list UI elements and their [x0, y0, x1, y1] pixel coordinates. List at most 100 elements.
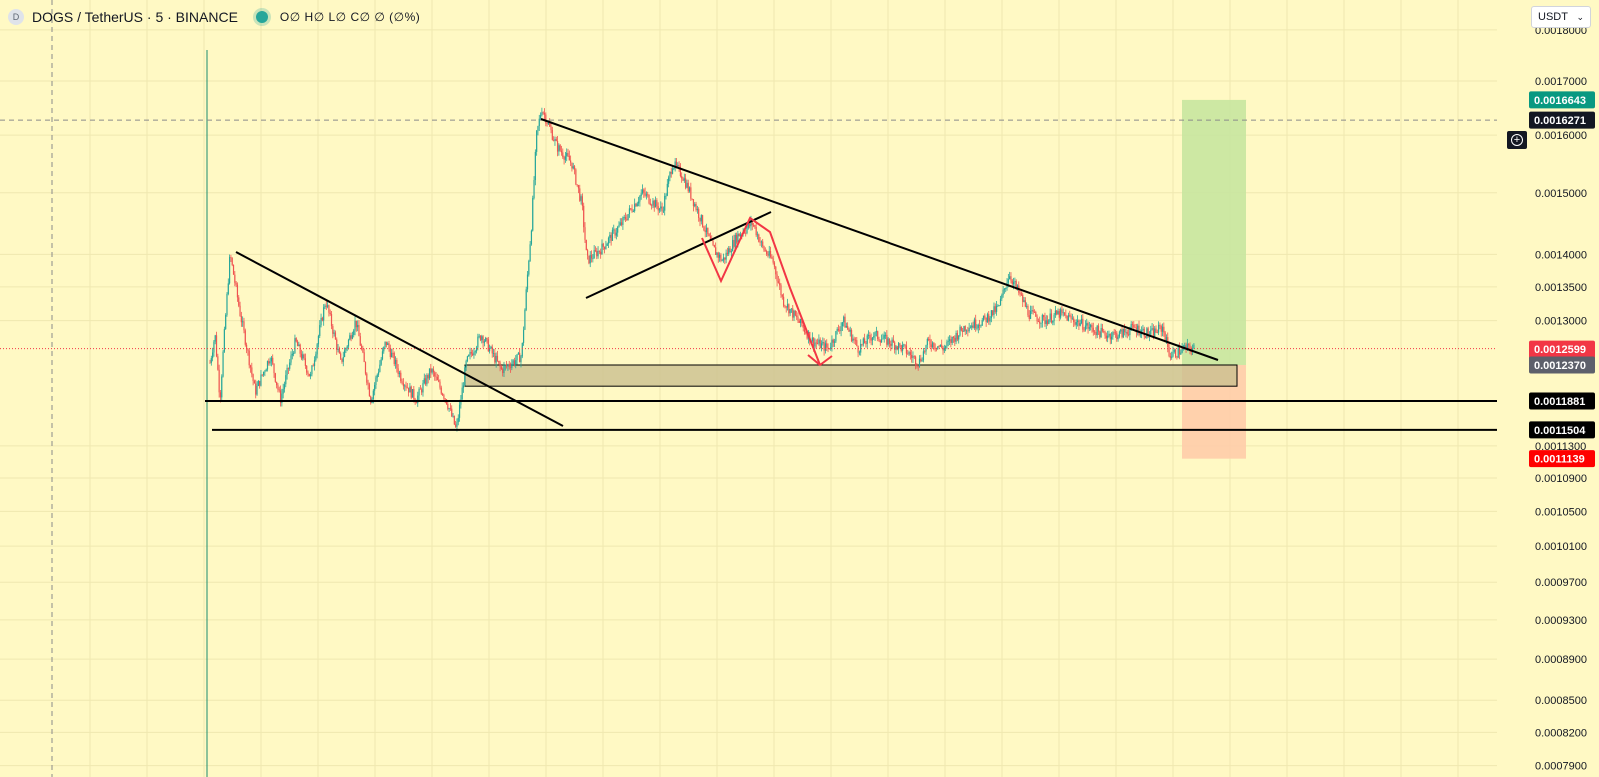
- candle-body: [1061, 309, 1063, 313]
- candle-body: [866, 335, 868, 344]
- candle-body: [771, 256, 773, 259]
- candle-body: [1001, 295, 1003, 299]
- candle-body: [592, 258, 594, 260]
- candle-body: [662, 210, 665, 212]
- candle-body: [580, 196, 582, 201]
- candle-body: [400, 372, 402, 382]
- candle-body: [1161, 326, 1164, 332]
- candle-body: [831, 339, 833, 348]
- candle-body: [897, 343, 900, 350]
- candle-body: [1009, 276, 1011, 280]
- candle-body: [483, 341, 485, 343]
- candle-body: [253, 381, 256, 384]
- candle-body: [794, 310, 796, 316]
- candle-body: [645, 194, 648, 196]
- candle-body: [477, 336, 479, 348]
- candle-body: [705, 227, 708, 233]
- candle-body: [302, 354, 304, 359]
- candle-body: [691, 198, 693, 200]
- candle-body: [918, 358, 921, 367]
- candle-body: [240, 315, 242, 323]
- trendline-main-descending: [540, 118, 1219, 361]
- candle-body: [1099, 331, 1101, 338]
- symbol-title[interactable]: DOGS / TetherUS · 5 · BINANCE: [32, 9, 238, 25]
- candle-body: [1127, 334, 1130, 336]
- candle-body: [251, 367, 253, 375]
- candle-body: [969, 327, 972, 329]
- candle-body: [853, 338, 855, 340]
- currency-select[interactable]: USDT ⌄: [1531, 6, 1591, 28]
- candle-body: [917, 366, 919, 367]
- candle-body: [1037, 321, 1040, 323]
- candle-body: [1078, 320, 1080, 326]
- chevron-down-icon: ⌄: [1576, 11, 1584, 22]
- candle-body: [332, 326, 334, 334]
- candle-body: [223, 329, 225, 352]
- candle-body: [900, 345, 902, 351]
- candle-body: [883, 334, 885, 339]
- price-tick-label: 0.0008200: [1535, 727, 1587, 739]
- candle-body: [796, 315, 798, 317]
- candle-body: [836, 328, 838, 332]
- candle-body: [293, 353, 295, 354]
- candle-body: [1083, 329, 1085, 331]
- candle-body: [1052, 320, 1054, 323]
- candle-body: [228, 257, 231, 284]
- candle-body: [1110, 336, 1113, 340]
- candle-body: [981, 320, 983, 326]
- candle-body: [1103, 331, 1105, 333]
- candle-body: [321, 317, 323, 321]
- candle-body: [959, 326, 961, 336]
- price-tick-label: 0.0016000: [1535, 130, 1587, 142]
- candle-body: [955, 332, 957, 342]
- candle-body: [585, 239, 587, 251]
- add-alert-button[interactable]: +: [1507, 131, 1527, 149]
- candle-body: [426, 375, 428, 385]
- candle-body: [776, 274, 778, 282]
- candle-body: [823, 342, 825, 351]
- candle-body: [1188, 343, 1190, 346]
- candle-body: [845, 325, 847, 328]
- candle-body: [627, 214, 629, 220]
- candle-body: [943, 347, 945, 351]
- candle-body: [550, 126, 552, 131]
- candle-body: [803, 327, 806, 333]
- candle-body: [1104, 331, 1106, 336]
- candle-body: [443, 395, 445, 399]
- candle-body: [852, 338, 854, 342]
- price-label-stop-loss: [1529, 450, 1595, 468]
- candle-body: [1120, 329, 1122, 332]
- candle-body: [286, 367, 288, 376]
- candle-body: [867, 334, 870, 336]
- candle-body: [647, 194, 649, 196]
- candle-body: [688, 187, 691, 192]
- candle-body: [491, 346, 493, 354]
- candle-body: [1092, 327, 1094, 332]
- candle-body: [826, 343, 828, 348]
- price-label-text: 0.0016643: [1534, 95, 1586, 107]
- candle-body: [933, 342, 935, 348]
- candle-body: [519, 352, 521, 363]
- candle-body: [410, 386, 412, 398]
- candle-body: [234, 274, 236, 283]
- candle-body: [641, 189, 644, 194]
- candle-body: [909, 352, 911, 355]
- candle-body: [1158, 324, 1160, 333]
- candle-body: [1175, 349, 1177, 357]
- candle-body: [1118, 331, 1121, 337]
- candle-body: [660, 206, 662, 209]
- candle-body: [664, 196, 666, 211]
- candle-body: [790, 308, 793, 310]
- candle-body: [1062, 312, 1064, 314]
- candle-body: [496, 355, 499, 361]
- candle-body: [1160, 326, 1162, 332]
- candle-body: [342, 357, 344, 362]
- candle-body: [708, 234, 710, 237]
- candle-body: [566, 152, 568, 157]
- market-status-icon[interactable]: [255, 11, 268, 23]
- candle-body: [225, 314, 227, 330]
- candle-body: [686, 182, 688, 188]
- candle-body: [401, 381, 403, 384]
- candle-body: [328, 305, 330, 313]
